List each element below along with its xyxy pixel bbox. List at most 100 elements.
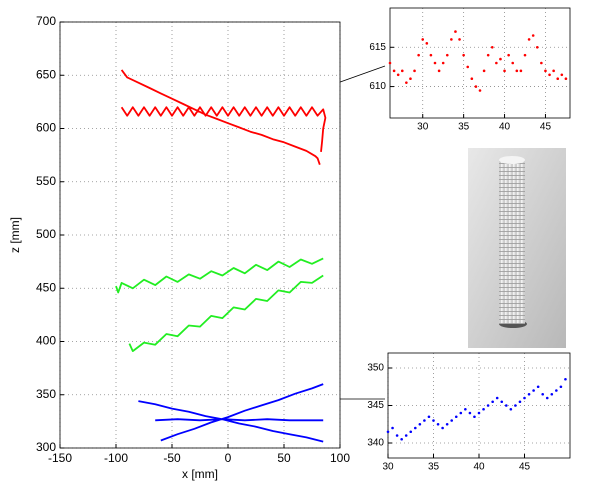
data-point	[499, 57, 502, 61]
data-point	[564, 77, 568, 81]
data-point	[495, 396, 499, 400]
data-point	[556, 77, 560, 81]
data-point	[541, 392, 544, 396]
data-point	[388, 61, 392, 65]
data-point	[532, 389, 535, 392]
data-point	[441, 61, 445, 65]
data-point	[464, 407, 467, 411]
data-point	[527, 392, 531, 396]
y-tick-label: 350	[367, 363, 384, 374]
data-point	[478, 89, 482, 92]
data-point	[445, 422, 449, 426]
data-point	[409, 77, 412, 81]
data-point	[413, 69, 416, 73]
data-point	[423, 419, 426, 422]
y-tick-label: 610	[369, 81, 386, 92]
x-tick-label: 40	[473, 462, 485, 473]
data-point	[519, 69, 523, 73]
data-point	[503, 69, 506, 73]
x-tick-label: 45	[540, 122, 552, 133]
data-point	[482, 69, 486, 73]
y-axis-label: z [mm]	[8, 217, 22, 253]
data-line	[138, 383, 324, 443]
data-point	[462, 53, 465, 57]
data-point	[470, 77, 474, 81]
data-point	[550, 392, 554, 396]
chart: -150 -100 -50 0 50 100 300 350 400 450 500 550 600 65…	[8, 14, 350, 481]
data-point	[404, 434, 408, 437]
plot-area	[390, 8, 570, 118]
x-tick-label: 0	[225, 451, 232, 465]
x-tick-label: -50	[163, 451, 181, 465]
data-point	[466, 65, 470, 69]
x-tick-label: 30	[417, 122, 429, 133]
data-point	[535, 45, 539, 49]
data-point	[523, 396, 526, 400]
data-point	[409, 430, 413, 434]
data-point	[433, 61, 437, 65]
y-tick-label: 300	[36, 440, 56, 454]
x-tick-label: 45	[519, 462, 531, 473]
data-point	[509, 407, 513, 411]
data-point	[468, 411, 472, 415]
photo	[468, 148, 566, 348]
x-tick-label: 35	[428, 462, 440, 473]
data-point	[518, 400, 522, 404]
data-point	[536, 385, 540, 389]
y-tick-label: 500	[36, 227, 56, 241]
data-point	[432, 419, 435, 422]
data-point	[523, 53, 527, 57]
chart: 30 35 40 45 610 615	[369, 7, 571, 133]
x-tick-label: -150	[48, 451, 72, 465]
data-point	[400, 69, 404, 73]
y-tick-label: 600	[36, 121, 56, 135]
x-tick-label: 100	[330, 451, 350, 465]
data-point	[396, 73, 400, 77]
data-point	[473, 415, 476, 419]
y-tick-label: 450	[36, 280, 56, 294]
data-point	[500, 400, 504, 404]
data-point	[436, 422, 440, 426]
data-point	[515, 69, 519, 73]
data-point	[564, 377, 567, 381]
data-point	[450, 419, 454, 422]
data-point	[507, 53, 510, 57]
data-point	[511, 61, 515, 65]
data-point	[454, 30, 457, 33]
x-tick-label: 35	[458, 122, 470, 133]
y-tick-label: 350	[36, 387, 56, 401]
data-point	[418, 422, 422, 426]
x-tick-label: 30	[382, 462, 394, 473]
data-point	[527, 38, 531, 41]
data-point	[477, 411, 481, 415]
y-tick-label: 345	[367, 400, 384, 411]
data-point	[427, 415, 431, 419]
data-point	[490, 45, 494, 49]
y-tick-label: 400	[36, 334, 56, 348]
data-point	[486, 404, 490, 407]
data-point	[437, 69, 441, 73]
y-tick-label: 340	[367, 438, 384, 449]
x-tick-label: 50	[277, 451, 291, 465]
data-point	[450, 38, 453, 41]
data-point	[495, 61, 498, 65]
data-point	[548, 73, 551, 77]
data-point	[445, 53, 449, 57]
data-point	[441, 426, 444, 430]
data-point	[559, 385, 563, 389]
data-point	[540, 61, 543, 65]
axes-frame	[387, 352, 571, 459]
data-point	[544, 69, 547, 73]
y-tick-label: 650	[36, 67, 56, 81]
data-point	[486, 53, 490, 57]
data-point	[386, 430, 390, 434]
data-line	[115, 257, 324, 352]
data-point	[491, 400, 494, 404]
data-point	[421, 38, 425, 41]
data-point	[458, 38, 461, 41]
data-point	[414, 426, 417, 430]
data-point	[405, 81, 408, 84]
data-line	[120, 69, 327, 165]
